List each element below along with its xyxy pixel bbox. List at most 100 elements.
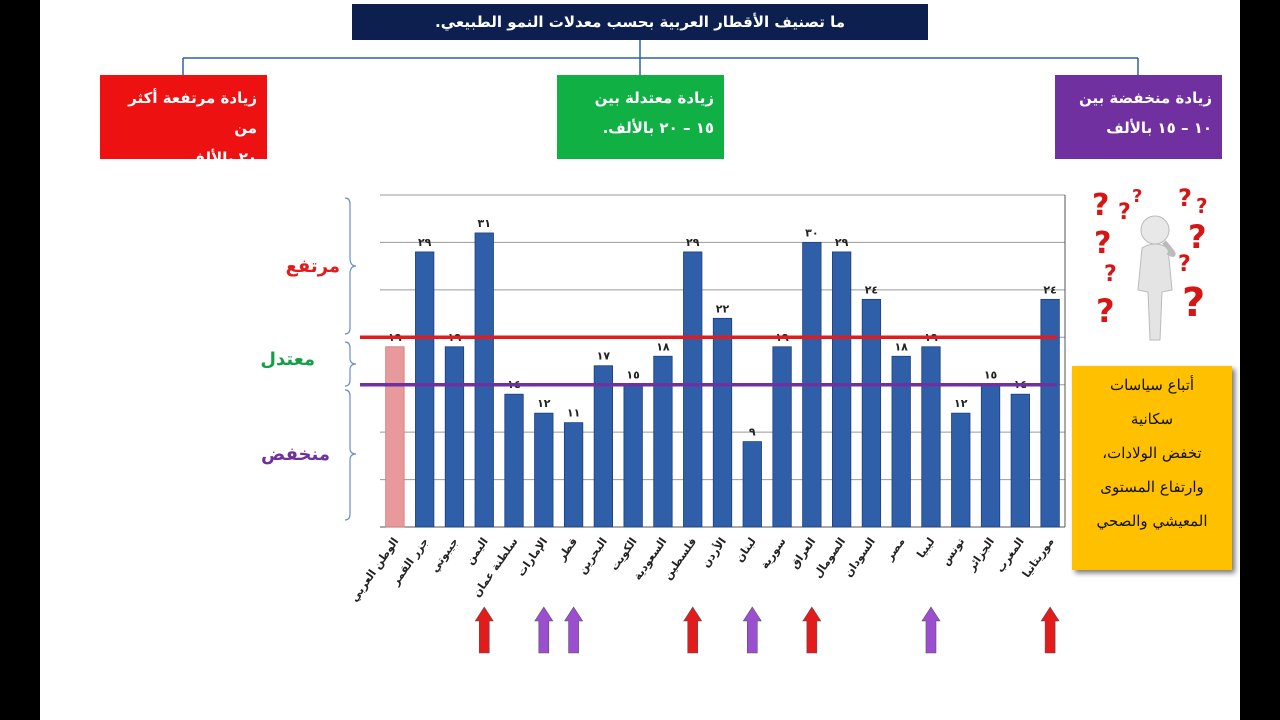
bar <box>742 441 762 528</box>
side-label-low: منخفض <box>261 444 330 465</box>
data-label: ١١ <box>567 407 580 420</box>
note-line: وارتفاع المستوى <box>1100 478 1204 496</box>
question-mark-icon: ? <box>1188 218 1207 256</box>
bar <box>772 346 792 528</box>
thinking-figure-image: ? ? ? ? ? ? ? ? ? ? ? <box>1090 180 1220 350</box>
x-tick-label: الأردن <box>698 535 729 570</box>
question-mark-icon: ? <box>1092 188 1110 223</box>
moderate-category-line2: ١٥ – ٢٠ بالألف. <box>602 119 714 137</box>
up-arrow-icon <box>474 606 494 654</box>
bar <box>534 412 554 528</box>
x-tick-label: لبنان <box>733 535 759 564</box>
data-label: ١٢ <box>954 397 968 410</box>
question-mark-icon: ? <box>1196 194 1208 218</box>
question-mark-icon: ? <box>1178 184 1192 212</box>
data-label: ١٥ <box>626 369 640 382</box>
bar <box>712 317 733 528</box>
bar <box>593 365 614 528</box>
question-mark-icon: ? <box>1118 200 1131 225</box>
bar <box>980 384 1001 528</box>
x-tick-label: جيبوتي <box>428 535 461 574</box>
note-line: المعيشي والصحي <box>1096 512 1208 530</box>
moderate-category-line1: زيادة معتدلة بين <box>594 89 714 107</box>
bar <box>504 393 524 528</box>
up-arrow-icon <box>564 606 584 654</box>
high-category-box: زيادة مرتفعة أكثر من ٢٠ بالألف <box>100 75 267 167</box>
bar <box>415 251 435 528</box>
x-tick-label: قطر <box>555 535 580 564</box>
x-tick-label: الإمارات <box>514 535 550 579</box>
x-tick-label: مصر <box>882 535 907 563</box>
chart-bars <box>385 232 1060 528</box>
high-category-line1: زيادة مرتفعة أكثر من <box>128 89 257 137</box>
question-mark-icon: ? <box>1096 292 1115 330</box>
thinking-person-icon <box>1137 215 1176 341</box>
data-label: ١٨ <box>894 340 908 353</box>
x-tick-label: الكويت <box>608 535 640 573</box>
note-line: سكانية <box>1130 410 1174 428</box>
x-tick-label: الوطن العربي <box>348 535 402 604</box>
data-label: ١٥ <box>984 369 998 382</box>
up-arrow-icon <box>742 606 762 654</box>
data-label: ١٨ <box>656 340 670 353</box>
question-mark-icon: ? <box>1094 226 1112 261</box>
data-label: ٢٤ <box>1043 283 1056 296</box>
data-label: ١٧ <box>597 350 611 363</box>
slide: ما تصنيف الأقطار العربية بحسب معدلات الن… <box>40 0 1240 720</box>
moderate-category-box: زيادة معتدلة بين ١٥ – ٢٠ بالألف. <box>557 75 724 159</box>
data-label: ٢٩ <box>835 236 849 249</box>
up-arrow-icon <box>534 606 554 654</box>
note-line: أتباع سياسات <box>1109 376 1195 394</box>
up-arrow-icon <box>1040 606 1060 654</box>
data-label: ٣١ <box>478 217 491 230</box>
high-category-line2: ٢٠ بالألف <box>187 149 257 167</box>
bar <box>861 298 882 528</box>
question-mark-icon: ? <box>1178 252 1191 277</box>
bar <box>831 251 852 528</box>
low-category-line2: ١٠ – ١٥ بالألف <box>1106 119 1212 137</box>
data-label: ٢٩ <box>686 236 700 249</box>
chart-threshold-lines <box>360 335 1057 387</box>
note-line: تخفض الولادات، <box>1102 444 1202 462</box>
data-label: ٢٩ <box>418 236 432 249</box>
question-mark-icon: ? <box>1182 280 1206 326</box>
x-tick-label: البحرين <box>576 535 610 576</box>
data-label: ١٢ <box>537 397 551 410</box>
bar <box>1040 298 1060 528</box>
bar <box>921 346 941 528</box>
connector-lines <box>182 40 1139 75</box>
up-arrow-icon <box>683 606 703 654</box>
bar <box>683 251 703 528</box>
chart-arrows <box>474 606 1060 654</box>
x-tick-label: تونس <box>939 535 967 568</box>
question-mark-icon: ? <box>1104 262 1117 287</box>
bar <box>653 355 673 528</box>
bar <box>444 346 465 528</box>
up-arrow-icon <box>802 606 822 654</box>
data-label: ٣٠ <box>805 226 818 239</box>
bar <box>623 384 643 528</box>
x-tick-label: سورية <box>758 535 789 571</box>
up-arrow-icon <box>921 606 941 654</box>
x-tick-label: اليمن <box>463 535 491 567</box>
side-label-moderate: معتدل <box>260 349 315 370</box>
bar <box>1010 393 1030 528</box>
side-label-high: مرتفع <box>285 256 340 277</box>
data-label: ٢٤ <box>865 283 878 296</box>
bar <box>891 355 911 528</box>
x-tick-label: السودان <box>842 535 878 579</box>
range-braces <box>344 197 357 521</box>
x-tick-label: ليبيا <box>914 535 937 560</box>
bar <box>474 232 494 528</box>
bar <box>385 346 405 528</box>
page-title: ما تصنيف الأقطار العربية بحسب معدلات الن… <box>352 4 928 40</box>
low-category-box: زيادة منخفضة بين ١٠ – ١٥ بالألف <box>1055 75 1222 159</box>
question-mark-icon: ? <box>1132 186 1143 207</box>
bar-chart: ١٩٢٩١٩٣١١٤١٢١١١٧١٥١٨٢٩٢٢٩١٩٣٠٢٩٢٤١٨١٩١٢١… <box>348 194 1066 654</box>
data-label: ٩ <box>749 426 756 439</box>
bar <box>563 422 584 528</box>
data-label: ٢٢ <box>716 302 730 315</box>
low-category-line1: زيادة منخفضة بين <box>1078 89 1212 107</box>
note-box: أتباع سياسات سكانية تخفض الولادات، وارتف… <box>1072 366 1232 570</box>
